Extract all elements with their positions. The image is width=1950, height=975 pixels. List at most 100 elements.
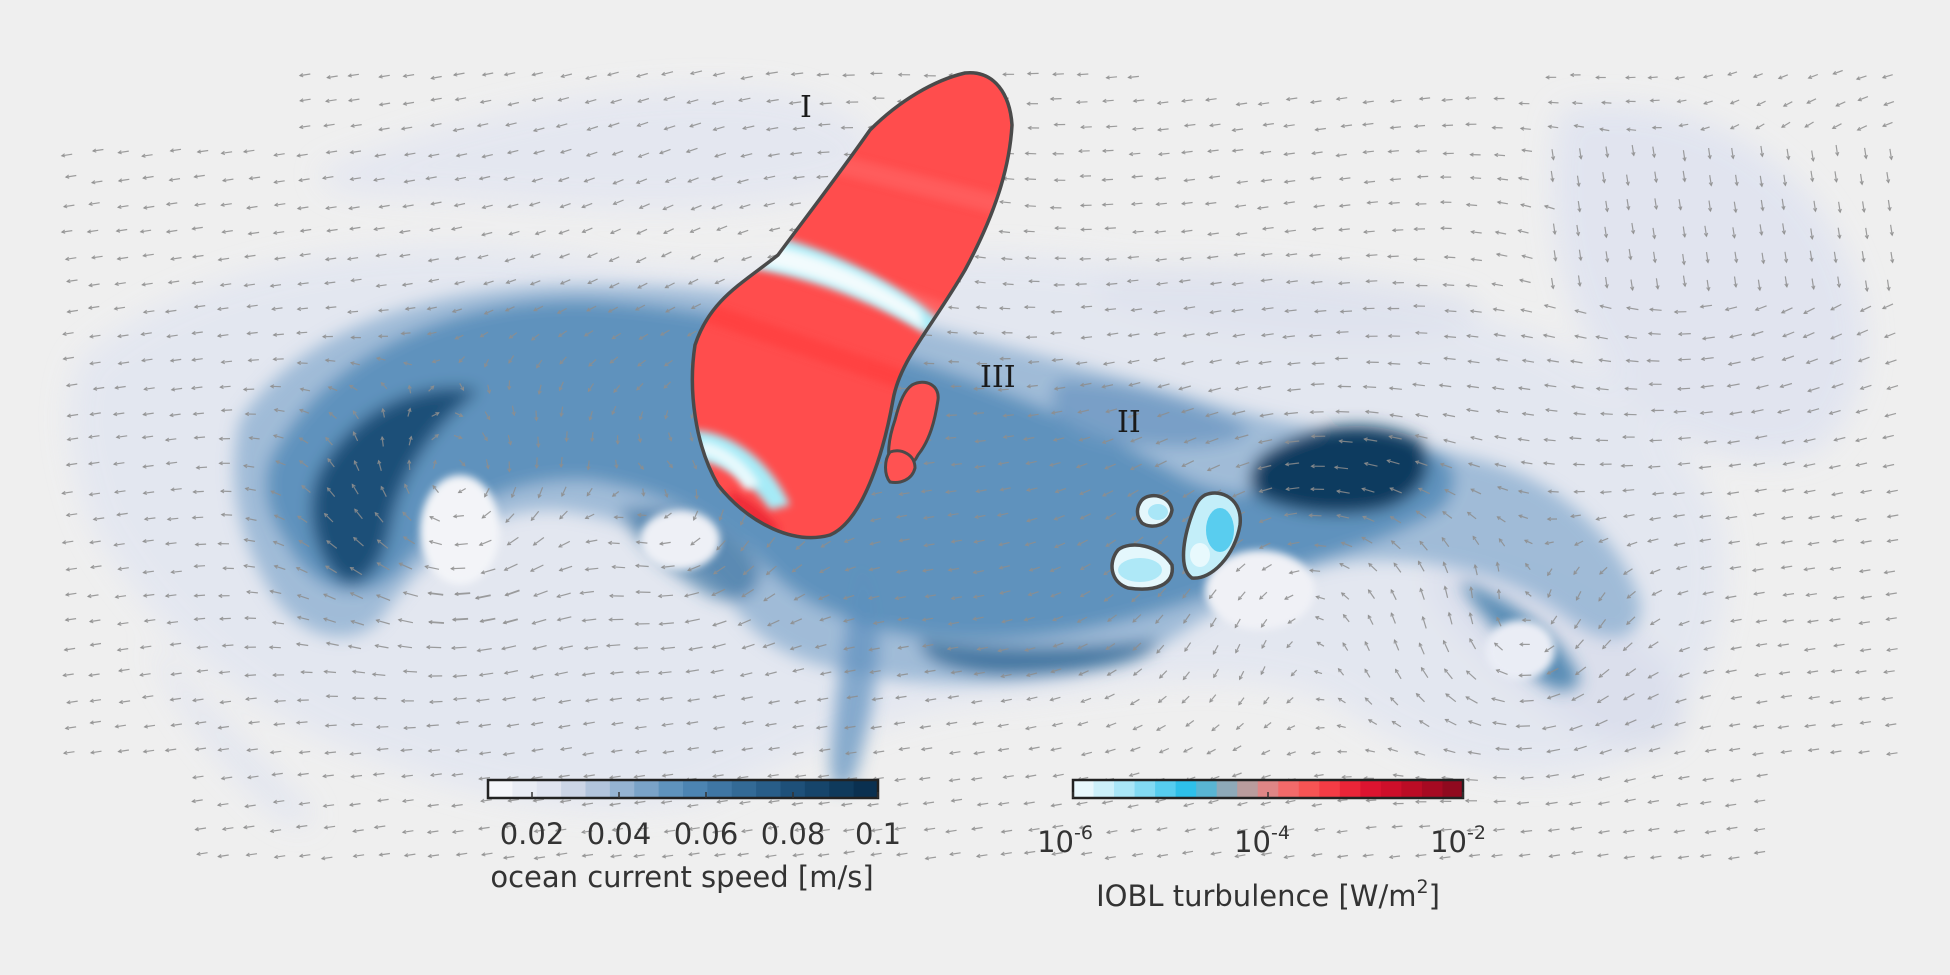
velocity-arrow-head — [558, 646, 564, 651]
velocity-arrow-head — [1051, 824, 1057, 829]
velocity-arrow — [297, 206, 309, 210]
velocity-arrow-head — [1832, 538, 1837, 544]
velocity-arrow — [1472, 536, 1480, 546]
velocity-arrow — [1285, 462, 1300, 466]
velocity-arrow — [119, 668, 130, 672]
velocity-arrow — [1415, 434, 1428, 439]
velocity-arrow-head — [1054, 225, 1059, 231]
velocity-arrow — [1808, 73, 1819, 79]
velocity-arrow — [1631, 222, 1635, 234]
velocity-arrow-head — [296, 593, 302, 599]
velocity-arrow-head — [920, 489, 926, 494]
velocity-arrow — [870, 517, 881, 522]
velocity-arrow — [1497, 178, 1509, 181]
velocity-arrow — [481, 231, 493, 236]
velocity-arrow — [405, 307, 416, 310]
velocity-arrow-head — [609, 359, 614, 364]
velocity-arrow-head — [554, 828, 560, 833]
velocity-arrow-head — [1024, 203, 1029, 208]
velocity-arrow — [951, 463, 962, 466]
velocity-arrow-head — [1830, 492, 1836, 497]
velocity-arrow — [299, 750, 311, 754]
velocity-arrow-head — [1780, 515, 1786, 521]
velocity-arrow-head — [1517, 176, 1523, 181]
velocity-arrow-head — [242, 387, 248, 392]
velocity-arrow — [1366, 280, 1378, 282]
velocity-arrow-head — [1391, 228, 1397, 233]
velocity-arrow — [1729, 463, 1741, 467]
velocity-arrow-head — [1211, 727, 1216, 732]
velocity-arrow — [1678, 462, 1691, 465]
velocity-arrow — [456, 852, 468, 856]
velocity-arrow — [377, 748, 389, 751]
velocity-arrow — [1834, 436, 1846, 441]
velocity-arrow — [1597, 853, 1609, 857]
velocity-arrow-head — [164, 541, 170, 546]
velocity-arrow-head — [1569, 72, 1575, 78]
velocity-arrow — [1650, 308, 1662, 311]
velocity-arrow-head — [141, 435, 147, 440]
velocity-arrow — [1339, 563, 1350, 570]
velocity-arrow — [1103, 361, 1115, 365]
velocity-arrow-head — [191, 775, 197, 780]
velocity-arrow — [507, 723, 520, 727]
velocity-arrow — [1209, 359, 1222, 363]
velocity-arrow — [561, 73, 573, 78]
velocity-arrow-head — [477, 723, 483, 728]
velocity-arrow — [373, 177, 385, 181]
velocity-arrow-head — [1308, 253, 1314, 258]
velocity-arrow-head — [581, 752, 587, 757]
velocity-arrow — [1704, 440, 1717, 444]
velocity-arrow-head — [663, 514, 669, 519]
velocity-arrow-head — [1568, 801, 1573, 806]
velocity-arrow-head — [1886, 647, 1891, 653]
velocity-arrow-head — [196, 851, 201, 857]
velocity-arrow-head — [143, 386, 148, 392]
velocity-arrow-head — [660, 564, 666, 570]
velocity-arrow-head — [1052, 773, 1057, 778]
velocity-arrow-head — [584, 515, 590, 520]
velocity-arrow-head — [1231, 127, 1237, 133]
velocity-arrow — [1700, 538, 1711, 542]
velocity-arrow-head — [1316, 641, 1321, 646]
velocity-arrow — [273, 333, 284, 336]
velocity-arrow-head — [612, 180, 617, 185]
velocity-arrow — [1232, 282, 1244, 285]
velocity-arrow — [1784, 251, 1788, 263]
velocity-arrow-head — [1493, 152, 1499, 158]
velocity-arrow — [297, 515, 308, 523]
velocity-arrow — [1468, 462, 1480, 468]
velocity-arrow-head — [1595, 516, 1600, 521]
velocity-arrow — [1650, 439, 1662, 442]
velocity-arrow-head — [1413, 750, 1419, 755]
velocity-arrow — [1157, 854, 1169, 857]
velocity-arrow-head — [1521, 148, 1526, 153]
colorbar-cell — [1175, 780, 1197, 798]
velocity-arrow-head — [1181, 850, 1187, 855]
velocity-arrow-head — [66, 413, 72, 418]
velocity-arrow-head — [1388, 201, 1393, 206]
velocity-arrow — [218, 748, 229, 751]
velocity-arrow-head — [1647, 75, 1652, 80]
velocity-arrow-head — [1604, 207, 1610, 213]
velocity-arrow — [1551, 277, 1554, 289]
velocity-arrow-head — [1808, 695, 1813, 701]
velocity-arrow-head — [139, 229, 145, 234]
velocity-arrow — [1212, 645, 1219, 655]
velocity-arrow-head — [398, 229, 404, 235]
velocity-arrow — [196, 466, 208, 469]
velocity-arrow-head — [1573, 747, 1579, 752]
velocity-arrow — [1439, 384, 1452, 388]
velocity-arrow — [115, 724, 126, 728]
velocity-arrow — [899, 538, 910, 542]
velocity-arrow-head — [451, 617, 457, 622]
velocity-arrow — [351, 723, 363, 726]
velocity-arrow-head — [1655, 285, 1660, 290]
velocity-arrow-head — [924, 697, 930, 703]
velocity-arrow — [1103, 99, 1114, 102]
colorbar-cell — [1298, 780, 1320, 798]
velocity-arrow-head — [686, 803, 692, 809]
velocity-arrow — [194, 305, 206, 308]
velocity-arrow-head — [1391, 280, 1397, 285]
velocity-arrow-head — [221, 826, 227, 832]
